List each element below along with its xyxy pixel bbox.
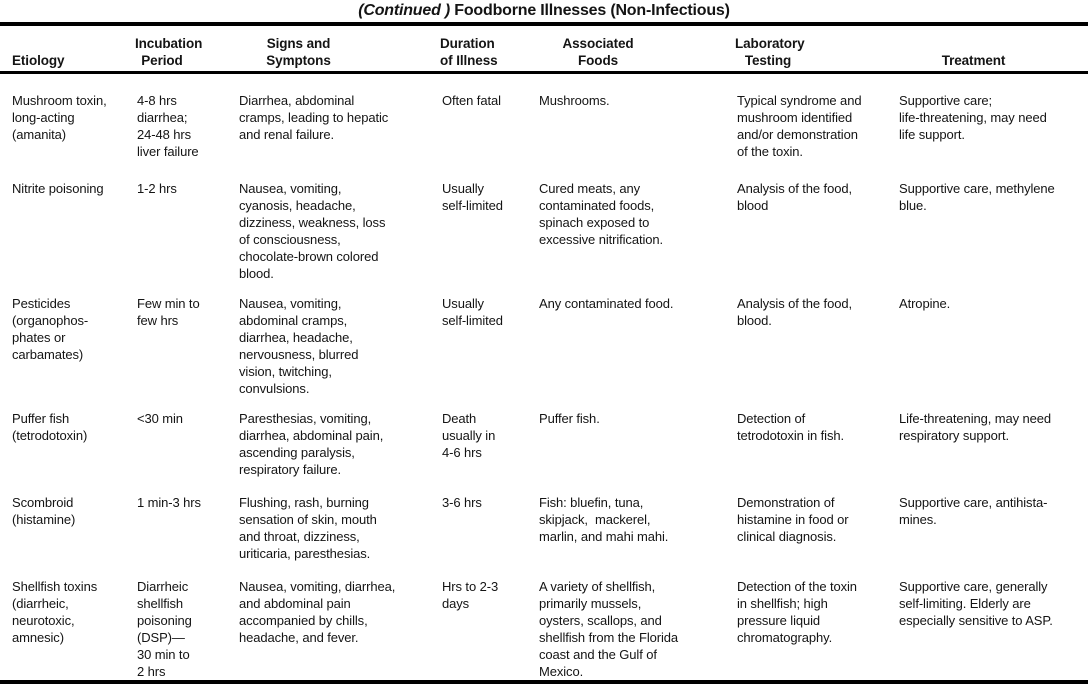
cell-lab: Demonstration of histamine in food or cl…: [737, 495, 849, 544]
column-header-incubation: Incubation Period: [135, 36, 203, 68]
table-header-row: Etiology Incubation Period Signs and Sym…: [0, 26, 1088, 71]
cell-signs: Flushing, rash, burning sensation of ski…: [239, 495, 377, 561]
cell-treatment: Atropine.: [899, 296, 951, 311]
cell-foods: Mushrooms.: [539, 93, 610, 108]
cell-lab: Detection of tetrodotoxin in fish.: [737, 411, 845, 443]
divider-top: [0, 22, 1088, 26]
table-row: Puffer fish (tetrodotoxin) <30 min Pares…: [0, 410, 1088, 478]
cell-etiology: Nitrite poisoning: [12, 181, 104, 196]
cell-duration: Death usually in 4-6 hrs: [442, 411, 496, 460]
column-header-treatment: Treatment: [941, 53, 1006, 68]
cell-duration: Hrs to 2-3 days: [442, 579, 499, 611]
cell-etiology: Puffer fish (tetrodotoxin): [12, 411, 88, 443]
title-continued-label: (Continued ): [358, 2, 455, 19]
divider-header: [0, 71, 1088, 74]
table-row: Pesticides (organophos- phates or carbam…: [0, 295, 1088, 397]
cell-treatment: Supportive care; life-threatening, may n…: [899, 93, 1047, 142]
cell-etiology: Shellfish toxins (diarrheic, neurotoxic,…: [12, 579, 98, 645]
cell-treatment: Supportive care, antihista- mines.: [899, 495, 1048, 527]
cell-incubation: 1-2 hrs: [137, 181, 177, 196]
cell-lab: Analysis of the food, blood.: [737, 296, 852, 328]
cell-etiology: Pesticides (organophos- phates or carbam…: [12, 296, 89, 362]
cell-duration: Usually self-limited: [442, 296, 503, 328]
column-header-signs: Signs and Symptons: [266, 36, 331, 68]
cell-incubation: 4-8 hrs diarrhea; 24-48 hrs liver failur…: [137, 93, 199, 159]
cell-signs: Nausea, vomiting, abdominal cramps, diar…: [239, 296, 359, 396]
cell-foods: Cured meats, any contaminated foods, spi…: [539, 181, 664, 247]
cell-etiology: Mushroom toxin, long-acting (amanita): [12, 93, 107, 142]
cell-lab: Detection of the toxin in shellfish; hig…: [737, 579, 857, 645]
cell-signs: Nausea, vomiting, cyanosis, headache, di…: [239, 181, 386, 281]
cell-signs: Diarrhea, abdominal cramps, leading to h…: [239, 93, 389, 142]
cell-lab: Analysis of the food, blood: [737, 181, 852, 213]
column-header-duration: Duration of Illness: [440, 36, 498, 68]
cell-foods: Fish: bluefin, tuna, skipjack, mackerel,…: [539, 495, 669, 544]
table-row: Scombroid (histamine) 1 min-3 hrs Flushi…: [0, 494, 1088, 562]
cell-duration: Usually self-limited: [442, 181, 503, 213]
table-body: Mushroom toxin, long-acting (amanita) 4-…: [0, 74, 1088, 680]
cell-treatment: Supportive care, generally self-limiting…: [899, 579, 1053, 628]
cell-incubation: Diarrheic shellfish poisoning (DSP)— 30 …: [137, 579, 192, 679]
cell-etiology: Scombroid (histamine): [12, 495, 76, 527]
table-row: Mushroom toxin, long-acting (amanita) 4-…: [0, 92, 1088, 160]
cell-duration: 3-6 hrs: [442, 495, 482, 510]
divider-bottom: [0, 680, 1088, 684]
title-main-label: Foodborne Illnesses (Non-Infectious): [454, 2, 730, 19]
column-header-foods: Associated Foods: [562, 36, 634, 68]
cell-foods: A variety of shellfish, primarily mussel…: [539, 579, 679, 679]
cell-signs: Nausea, vomiting, diarrhea, and abdomina…: [239, 579, 396, 645]
table-row: Shellfish toxins (diarrheic, neurotoxic,…: [0, 578, 1088, 680]
cell-incubation: <30 min: [137, 411, 183, 426]
column-header-lab: Laboratory Testing: [735, 36, 805, 68]
cell-signs: Paresthesias, vomiting, diarrhea, abdomi…: [239, 411, 384, 477]
column-header-etiology: Etiology: [12, 53, 65, 68]
cell-duration: Often fatal: [442, 93, 501, 108]
cell-treatment: Life-threatening, may need respiratory s…: [899, 411, 1052, 443]
cell-treatment: Supportive care, methylene blue.: [899, 181, 1055, 213]
cell-foods: Puffer fish.: [539, 411, 600, 426]
cell-lab: Typical syndrome and mushroom identified…: [737, 93, 862, 159]
cell-foods: Any contaminated food.: [539, 296, 674, 311]
page-title: (Continued ) Foodborne Illnesses (Non-In…: [0, 0, 1088, 22]
cell-incubation: 1 min-3 hrs: [137, 495, 201, 510]
table-row: Nitrite poisoning 1-2 hrs Nausea, vomiti…: [0, 180, 1088, 282]
cell-incubation: Few min to few hrs: [137, 296, 200, 328]
